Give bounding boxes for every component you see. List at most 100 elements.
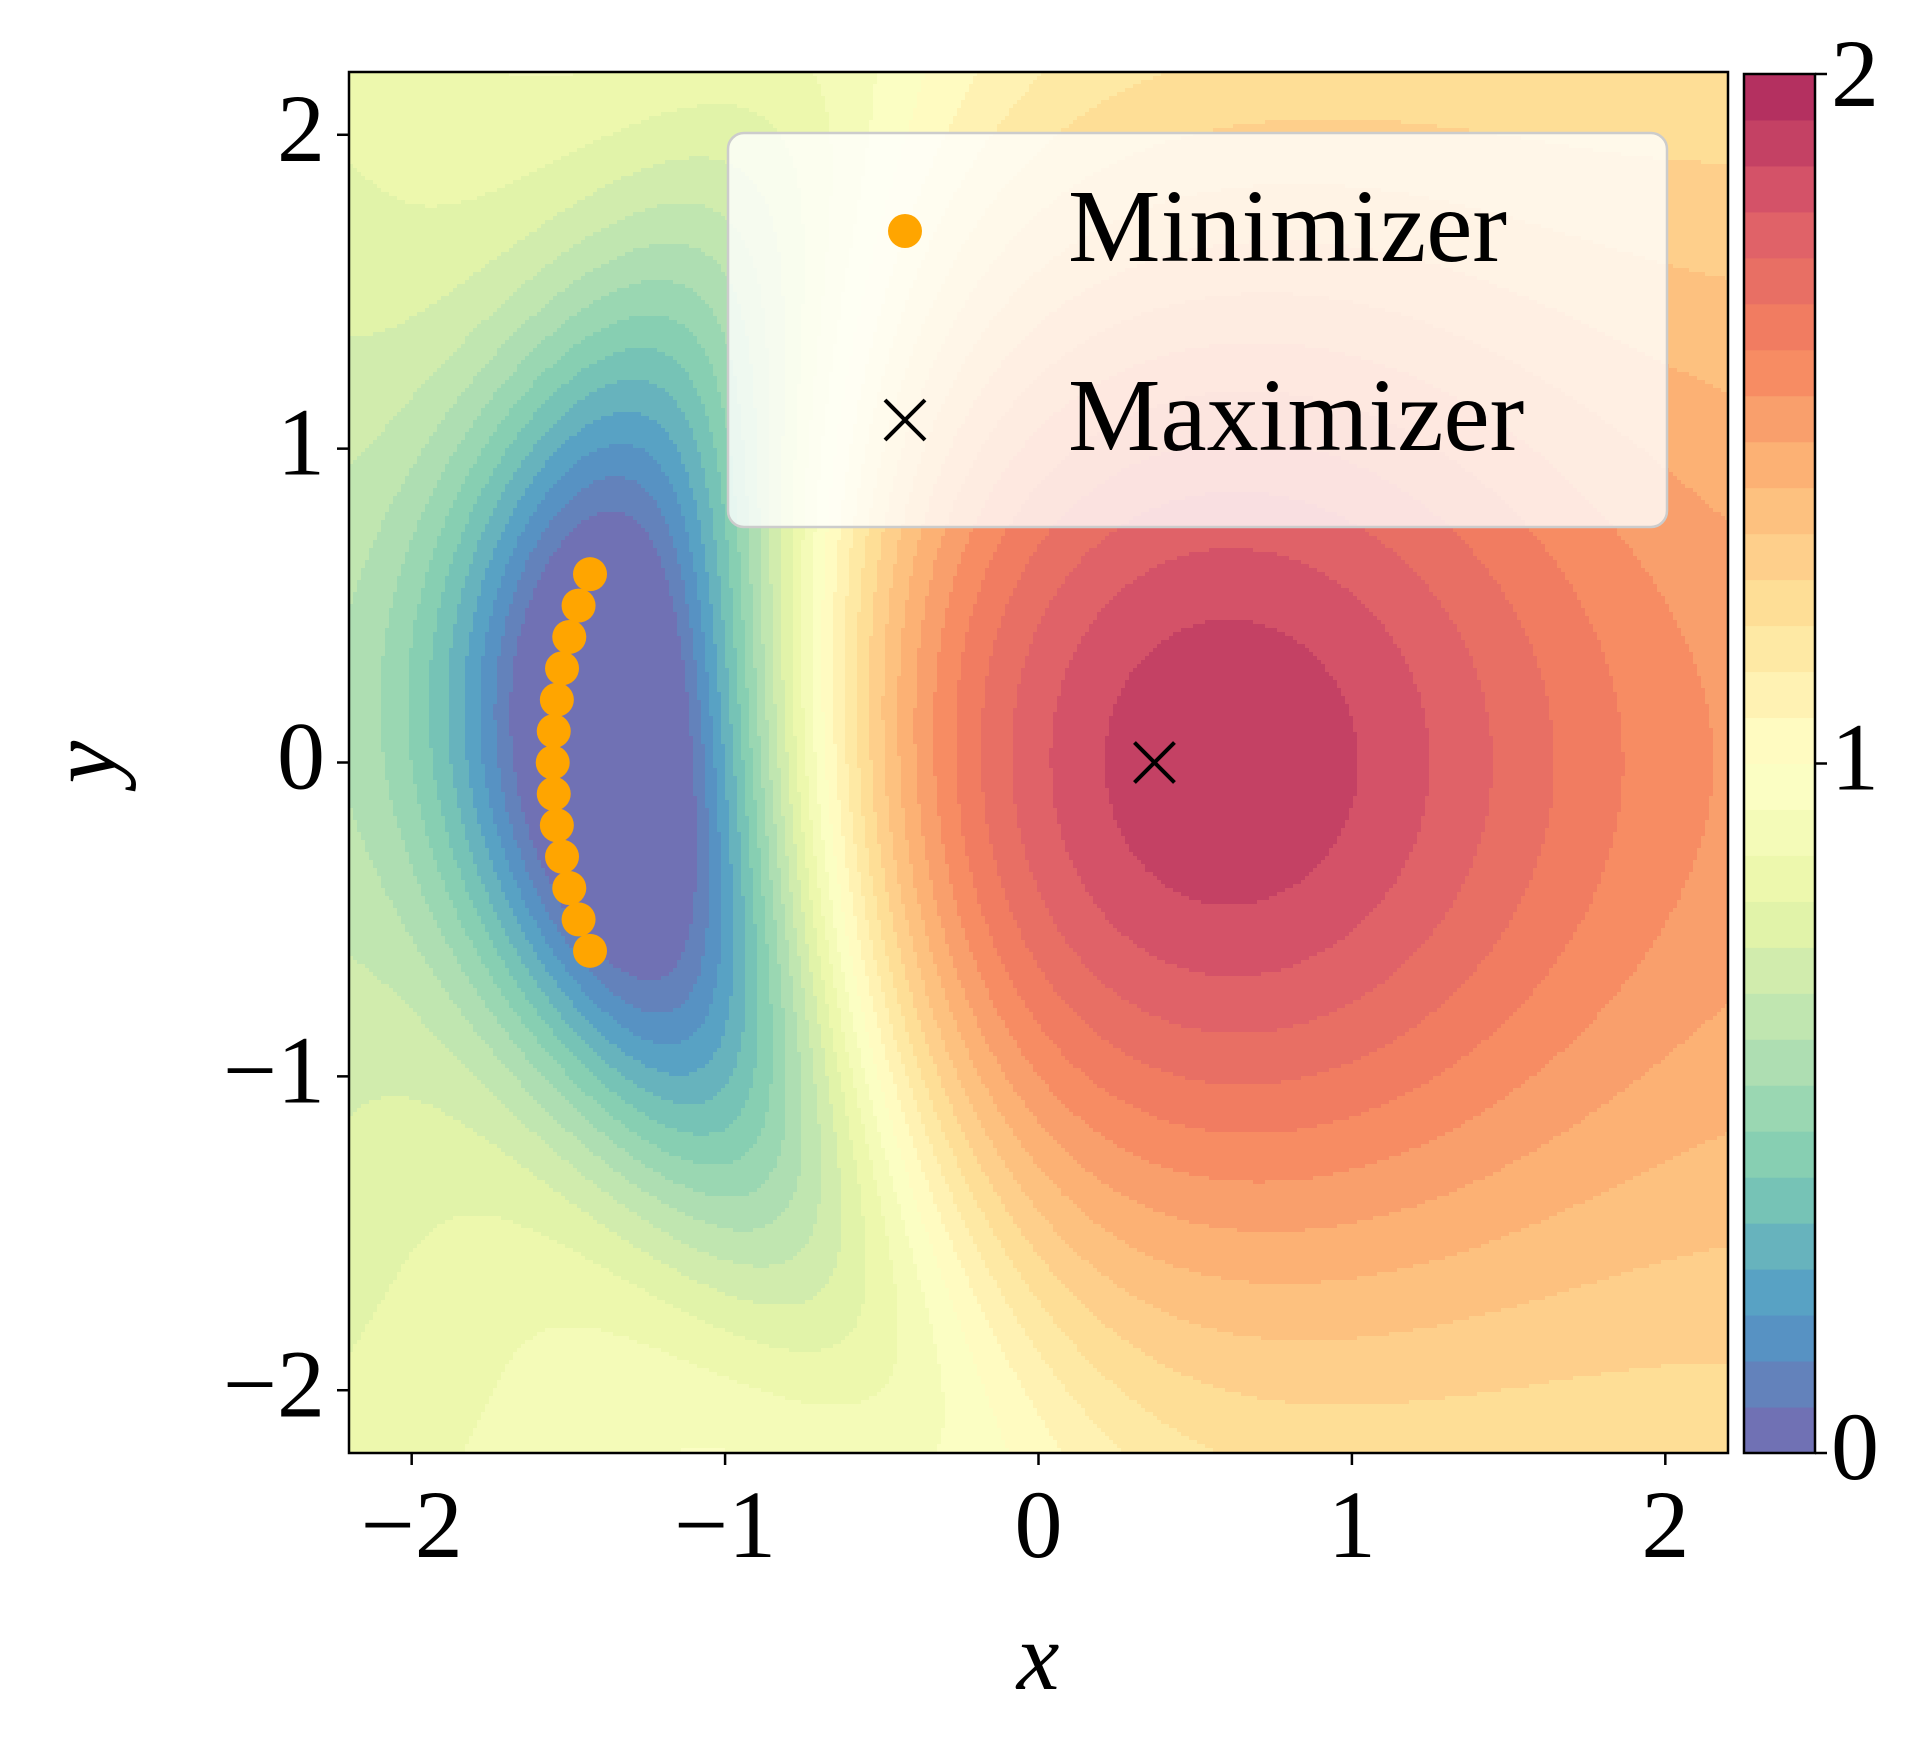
contour-band — [733, 624, 746, 629]
contour-band — [557, 292, 610, 297]
contour-band — [793, 660, 802, 665]
contour-band — [745, 680, 758, 685]
contour-band — [393, 416, 446, 421]
contour-band — [349, 332, 374, 337]
contour-band — [557, 512, 598, 517]
contour-band — [533, 512, 558, 517]
contour-band — [1357, 752, 1430, 757]
contour-band — [481, 692, 498, 697]
contour-band — [481, 708, 494, 713]
contour-band — [941, 644, 966, 649]
contour-band — [1701, 684, 1728, 689]
contour-band — [461, 536, 482, 541]
contour-band — [733, 640, 746, 645]
contour-band — [509, 612, 526, 617]
contour-band — [429, 304, 502, 309]
contour-band — [737, 692, 750, 697]
contour-band — [1413, 568, 1490, 573]
contour-band — [537, 584, 670, 589]
contour-band — [349, 180, 374, 185]
contour-band — [689, 536, 702, 541]
contour-band — [749, 552, 762, 557]
contour-band — [1385, 544, 1470, 549]
contour-band — [533, 416, 562, 421]
contour-band — [505, 632, 522, 637]
contour-band — [413, 532, 442, 537]
contour-band — [701, 452, 718, 457]
contour-band — [605, 184, 758, 189]
contour-band — [817, 752, 826, 757]
contour-band — [525, 456, 550, 461]
contour-band — [709, 672, 718, 677]
contour-band — [761, 588, 774, 593]
contour-band — [833, 700, 846, 705]
contour-band — [453, 404, 486, 409]
contour-band — [709, 492, 722, 497]
contour-band — [881, 544, 898, 549]
contour-band — [937, 552, 962, 557]
contour-band — [1145, 572, 1326, 577]
contour-band — [717, 676, 730, 681]
contour-band — [565, 412, 614, 417]
contour-band — [737, 548, 750, 553]
contour-band — [1017, 696, 1058, 701]
contour-band — [801, 548, 814, 553]
contour-band — [793, 684, 802, 689]
contour-band — [569, 500, 658, 505]
contour-band — [349, 356, 450, 361]
contour-band — [741, 616, 754, 621]
contour-band — [857, 732, 870, 737]
contour-band — [381, 676, 410, 681]
contour-band — [697, 676, 710, 681]
contour-band — [1705, 692, 1728, 697]
contour-band — [1629, 344, 1728, 349]
contour-band — [753, 596, 762, 601]
contour-band — [517, 580, 538, 585]
contour-band — [933, 564, 958, 569]
contour-band — [529, 520, 550, 525]
contour-band — [1177, 556, 1290, 561]
contour-band — [709, 576, 722, 581]
contour-band — [525, 612, 678, 617]
contour-band — [573, 376, 690, 381]
contour-band — [561, 540, 654, 545]
contour-band — [705, 668, 718, 673]
contour-band — [497, 744, 514, 749]
contour-band — [1477, 676, 1542, 681]
contour-band — [757, 720, 770, 725]
contour-band — [693, 432, 714, 437]
contour-band — [1489, 572, 1566, 577]
contour-band — [701, 724, 714, 729]
contour-band — [465, 388, 498, 393]
contour-band — [505, 572, 522, 577]
contour-band — [1397, 552, 1474, 557]
contour-band — [509, 296, 554, 301]
contour-band — [705, 568, 718, 573]
contour-band — [581, 308, 714, 313]
contour-band — [1125, 88, 1728, 93]
contour-band — [413, 636, 434, 641]
contour-band — [445, 464, 474, 469]
contour-band — [1089, 624, 1194, 629]
contour-band — [833, 728, 846, 733]
contour-band — [873, 616, 890, 621]
contour-band — [693, 656, 706, 661]
contour-band — [945, 620, 970, 625]
contour-band — [901, 672, 918, 677]
contour-band — [449, 572, 470, 577]
contour-band — [349, 324, 398, 329]
contour-band — [1029, 648, 1078, 653]
contour-band — [465, 696, 482, 701]
contour-band — [785, 720, 794, 725]
contour-band — [557, 212, 634, 217]
contour-band — [669, 432, 694, 437]
contour-band — [901, 644, 922, 649]
contour-band — [1365, 604, 1442, 609]
contour-band — [469, 640, 486, 645]
contour-band — [1065, 672, 1130, 677]
contour-band — [769, 736, 778, 741]
contour-band — [757, 684, 766, 689]
contour-band — [685, 676, 698, 681]
contour-band — [929, 584, 954, 589]
contour-band — [473, 624, 490, 629]
